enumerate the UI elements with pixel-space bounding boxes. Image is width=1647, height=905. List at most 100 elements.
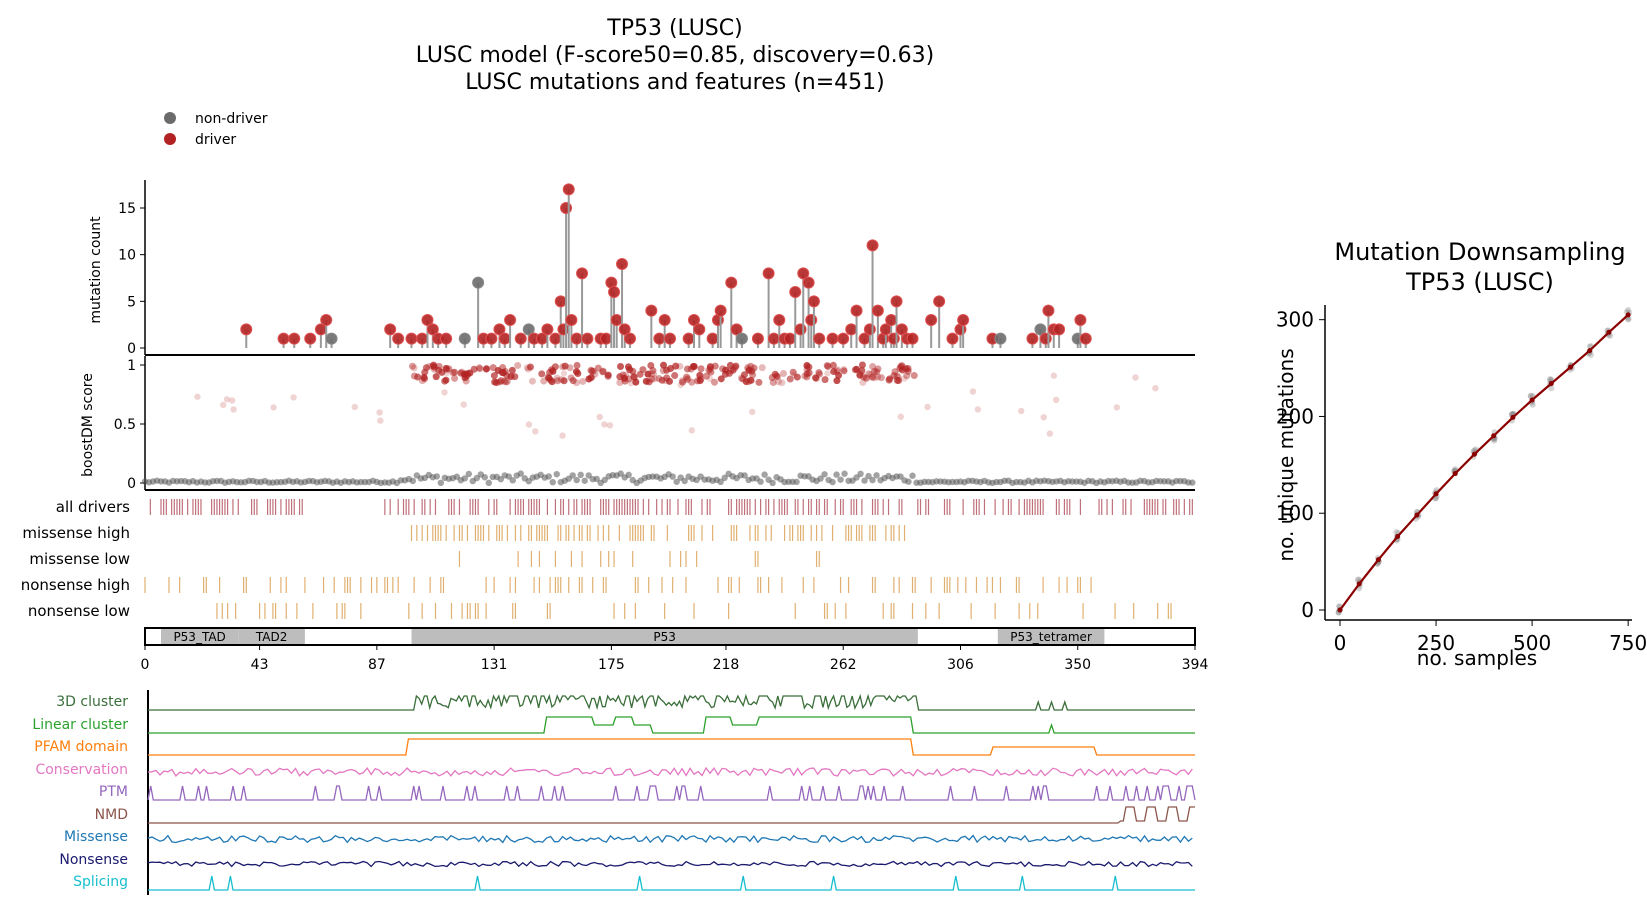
boostdm-point-nondriver	[897, 473, 904, 480]
boostdm-point-driver	[974, 406, 982, 413]
tick-row-label-missense-high: missense high	[22, 524, 130, 542]
boostdm-point-driver	[626, 366, 634, 374]
domain-block	[997, 629, 1105, 644]
domain-xtick-label: 306	[947, 657, 974, 673]
lollipop-point-driver	[618, 323, 631, 336]
lollipop-ylabel: mutation count	[88, 216, 104, 324]
boostdm-point-driver	[740, 371, 748, 379]
boostdm-point-driver	[497, 377, 505, 385]
boostdm-point-driver	[755, 378, 763, 386]
boostdm-point-driver	[547, 376, 555, 384]
boostdm-point-driver	[683, 365, 691, 373]
domain-xtick-label: 218	[713, 657, 740, 673]
boostdm-point-nondriver	[873, 472, 880, 479]
track-label-3d-cluster: 3D cluster	[56, 694, 128, 710]
boostdm-point-driver	[697, 375, 705, 383]
track-label-pfam-domain: PFAM domain	[34, 739, 128, 755]
boostdm-point-driver	[441, 377, 449, 385]
boostdm-point-driver	[462, 377, 470, 385]
boostdm-point-driver	[408, 362, 416, 370]
boostdm-point-driver	[702, 372, 710, 380]
lollipop-point-driver	[725, 276, 738, 289]
lollipop-ytick-label: 10	[118, 248, 136, 264]
boostdm-point-driver	[778, 379, 786, 387]
boostdm-point-driver	[710, 378, 718, 386]
boostdm-point-driver	[466, 369, 474, 377]
boostdm-point-nondriver	[617, 470, 624, 477]
boostdm-point-driver	[442, 364, 450, 372]
lollipop-point-nondriver	[472, 276, 485, 289]
boostdm-point-nondriver	[433, 473, 441, 480]
boostdm-point-driver	[1152, 385, 1159, 392]
downsampling-panel: Mutation Downsampling TP53 (LUSC) no. sa…	[1274, 238, 1647, 670]
boostdm-point-driver	[707, 368, 715, 376]
boostdm-point-nondriver	[577, 471, 584, 479]
lollipop-point-driver	[645, 304, 658, 317]
boostdm-point-nondriver	[821, 471, 828, 478]
boostdm-point-driver	[418, 377, 426, 385]
boostdm-point-driver	[574, 370, 582, 378]
lollipop-point-driver	[624, 332, 637, 345]
boostdm-point-driver	[671, 372, 679, 380]
track-line-conservation	[147, 766, 1193, 778]
lollipop-point-driver	[706, 332, 719, 345]
lollipop-point-driver	[1026, 332, 1039, 345]
boostdm-point-nondriver	[569, 472, 576, 479]
lollipop-point-driver	[658, 314, 671, 326]
downsampling-mean-point	[1510, 414, 1516, 420]
tick-rows-panel: all drivers missense high missense low n…	[21, 498, 1193, 620]
lollipop-point-driver	[610, 314, 623, 326]
boostdm-point-driver	[528, 377, 536, 385]
boostdm-point-driver	[834, 366, 842, 374]
boostdm-point-driver	[890, 372, 898, 380]
lollipop-point-driver	[826, 332, 839, 345]
lollipop-point-driver	[384, 323, 397, 336]
boostdm-point-driver	[567, 374, 575, 382]
boostdm-point-driver	[868, 373, 876, 381]
boostdm-point-driver	[499, 364, 507, 372]
boostdm-point-nondriver	[461, 475, 468, 482]
boostdm-point-driver	[430, 363, 438, 371]
boostdm-point-driver	[639, 366, 647, 374]
lollipop-point-driver	[1053, 323, 1066, 336]
boostdm-point-driver	[684, 375, 692, 383]
downsampling-sample-point	[1587, 352, 1594, 359]
lollipop-point-driver	[304, 332, 317, 345]
boostdm-point-driver	[662, 377, 670, 385]
boostdm-point-driver	[1050, 372, 1058, 379]
boostdm-point-driver	[860, 373, 868, 381]
boostdm-point-driver	[924, 403, 931, 411]
lollipop-point-driver	[682, 332, 695, 345]
boostdm-point-driver	[410, 364, 418, 372]
boostdm-point-nondriver	[673, 478, 680, 485]
boostdm-point-nondriver	[761, 471, 768, 478]
downsampling-mean-point	[1548, 381, 1554, 387]
boostdm-point-driver	[758, 364, 766, 372]
lollipop-point-driver	[890, 295, 903, 308]
lollipop-point-driver	[581, 332, 594, 345]
boostdm-point-driver	[630, 372, 638, 380]
boostdm-point-driver	[851, 366, 859, 374]
boostdm-point-driver	[604, 372, 612, 380]
lollipop-point-driver	[498, 332, 511, 345]
boostdm-point-driver	[830, 367, 838, 375]
boostdm-point-driver	[805, 369, 813, 377]
lollipop-point-driver	[600, 332, 613, 345]
boostdm-point-driver	[553, 374, 561, 382]
boostdm-point-nondriver	[833, 471, 840, 478]
downsampling-mean-point	[1414, 512, 1420, 518]
lollipop-point-driver	[549, 332, 562, 345]
domain-xtick-label: 350	[1064, 657, 1091, 673]
lollipop-point-driver	[421, 314, 434, 326]
boostdm-point-driver	[500, 377, 508, 385]
boostdm-point-driver	[719, 365, 727, 373]
track-label-splicing: Splicing	[73, 874, 128, 890]
boostdm-point-driver	[422, 364, 430, 372]
lollipop-point-driver	[751, 332, 764, 345]
boostdm-point-driver	[414, 373, 422, 381]
boostdm-point-driver	[803, 362, 811, 370]
boostdm-point-driver	[579, 377, 587, 385]
track-line-missense	[147, 834, 1193, 844]
boostdm-ylabel: boostDM score	[80, 373, 96, 477]
